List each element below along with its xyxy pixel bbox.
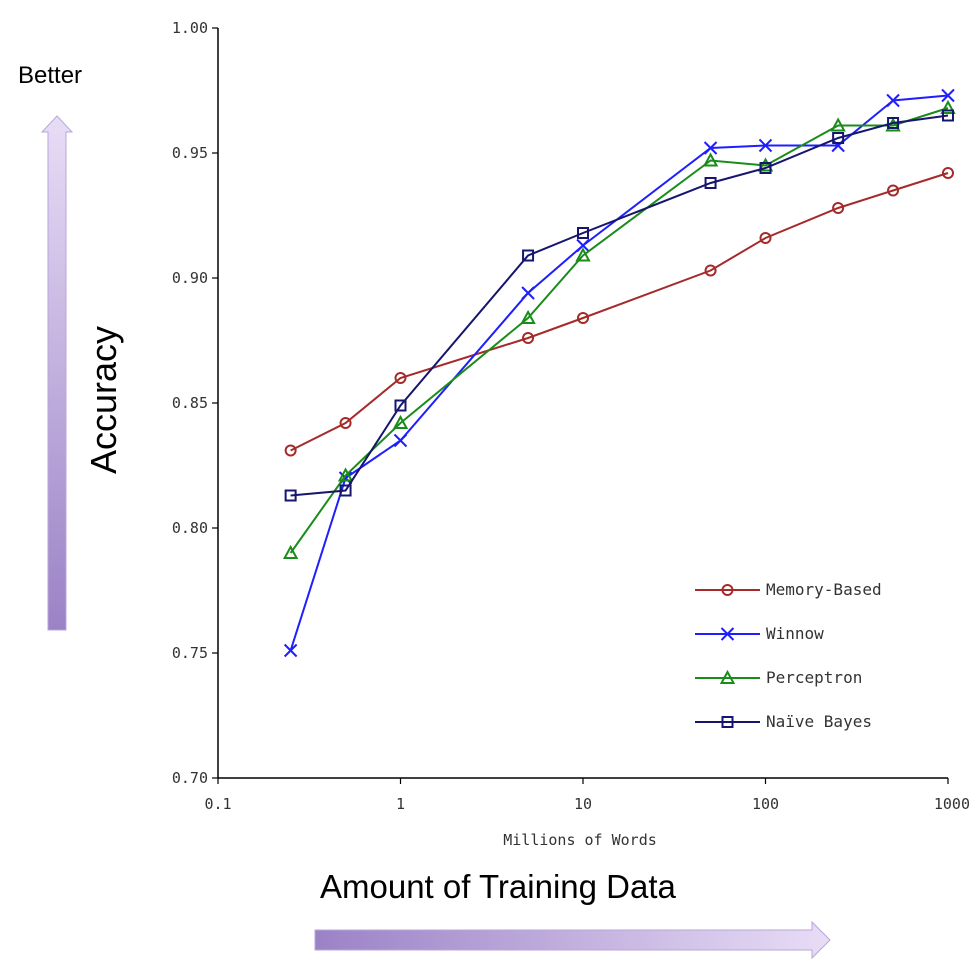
data-point-perceptron — [757, 157, 774, 172]
x-ticks: 0.1 1 10 100 1000 — [204, 778, 970, 813]
y-tick-label: 0.80 — [172, 519, 208, 537]
data-point-memory-based — [942, 167, 954, 179]
legend-label: Naïve Bayes — [766, 712, 872, 731]
legend-item: Naïve Bayes — [695, 712, 872, 731]
x-tick-label: 1 — [396, 795, 405, 813]
amount-arrow — [314, 920, 831, 960]
data-point-memory-based — [832, 202, 845, 214]
y-ticks: 0.70 0.75 0.80 0.85 0.90 0.95 1.00 — [172, 19, 218, 787]
axes — [217, 28, 948, 779]
data-point-na-ve-bayes — [339, 484, 352, 497]
legend-marker — [721, 584, 734, 596]
data-point-na-ve-bayes — [284, 489, 297, 502]
x-tick-label: 0.1 — [204, 795, 231, 813]
data-point-na-ve-bayes — [759, 162, 772, 174]
data-point-winnow — [941, 88, 955, 103]
legend: Memory-Based Winnow Perceptron Naïve Bayes — [695, 580, 882, 731]
data-point-memory-based — [394, 372, 407, 384]
data-point-perceptron — [830, 117, 846, 132]
x-axis-title: Millions of Words — [503, 831, 657, 849]
series-line-na-ve-bayes — [290, 114, 949, 497]
legend-marker — [719, 669, 736, 684]
series-perceptron — [282, 99, 956, 559]
data-point-perceptron — [282, 544, 299, 559]
data-point-memory-based — [759, 232, 772, 244]
y-tick-label: 1.00 — [172, 19, 208, 37]
data-point-na-ve-bayes — [887, 117, 900, 129]
data-point-memory-based — [887, 184, 900, 197]
data-point-na-ve-bayes — [942, 109, 954, 122]
data-point-na-ve-bayes — [832, 132, 845, 144]
series-memory-based — [284, 167, 954, 457]
accuracy-label: Accuracy — [83, 326, 124, 474]
legend-marker — [720, 627, 735, 641]
series-na-ve-bayes — [284, 109, 954, 502]
data-point-na-ve-bayes — [394, 399, 407, 412]
data-point-perceptron — [575, 247, 591, 262]
better-arrow — [40, 115, 74, 631]
y-tick-label: 0.95 — [172, 144, 208, 162]
series-line-winnow — [289, 94, 949, 651]
amount-label: Amount of Training Data — [320, 868, 677, 905]
x-tick-label: 10 — [574, 795, 592, 813]
series-layer — [282, 88, 956, 658]
x-tick-label: 100 — [752, 795, 779, 813]
y-tick-label: 0.85 — [172, 394, 208, 412]
data-point-perceptron — [885, 117, 901, 132]
series-line-memory-based — [290, 172, 949, 452]
data-point-winnow — [393, 433, 408, 448]
data-point-perceptron — [392, 414, 409, 429]
y-tick-label: 0.90 — [172, 269, 208, 287]
better-label: Better — [18, 62, 82, 89]
data-point-memory-based — [339, 417, 352, 429]
data-point-perceptron — [520, 309, 536, 324]
legend-item: Winnow — [695, 624, 824, 643]
data-point-perceptron — [940, 99, 956, 114]
legend-marker — [721, 716, 734, 728]
data-point-na-ve-bayes — [577, 227, 589, 239]
data-point-na-ve-bayes — [704, 177, 717, 189]
x-tick-label: 1000 — [934, 795, 970, 813]
series-line-perceptron — [289, 107, 949, 554]
data-point-winnow — [703, 141, 718, 155]
data-point-memory-based — [522, 332, 535, 344]
legend-label: Winnow — [766, 624, 824, 643]
legend-item: Perceptron — [695, 668, 862, 687]
data-point-winnow — [758, 138, 773, 153]
data-point-memory-based — [577, 312, 589, 324]
y-tick-label: 0.70 — [172, 769, 208, 787]
series-winnow — [283, 88, 955, 658]
data-point-winnow — [576, 238, 590, 253]
legend-label: Memory-Based — [766, 580, 882, 599]
y-tick-label: 0.75 — [172, 644, 208, 662]
data-point-memory-based — [284, 444, 297, 457]
data-point-perceptron — [337, 467, 354, 482]
data-point-winnow — [521, 286, 535, 300]
data-point-winnow — [886, 93, 900, 108]
data-point-na-ve-bayes — [522, 249, 535, 262]
data-point-perceptron — [702, 152, 719, 167]
data-point-memory-based — [704, 264, 717, 277]
legend-label: Perceptron — [766, 668, 862, 687]
legend-item: Memory-Based — [695, 580, 882, 599]
data-point-winnow — [283, 643, 298, 658]
